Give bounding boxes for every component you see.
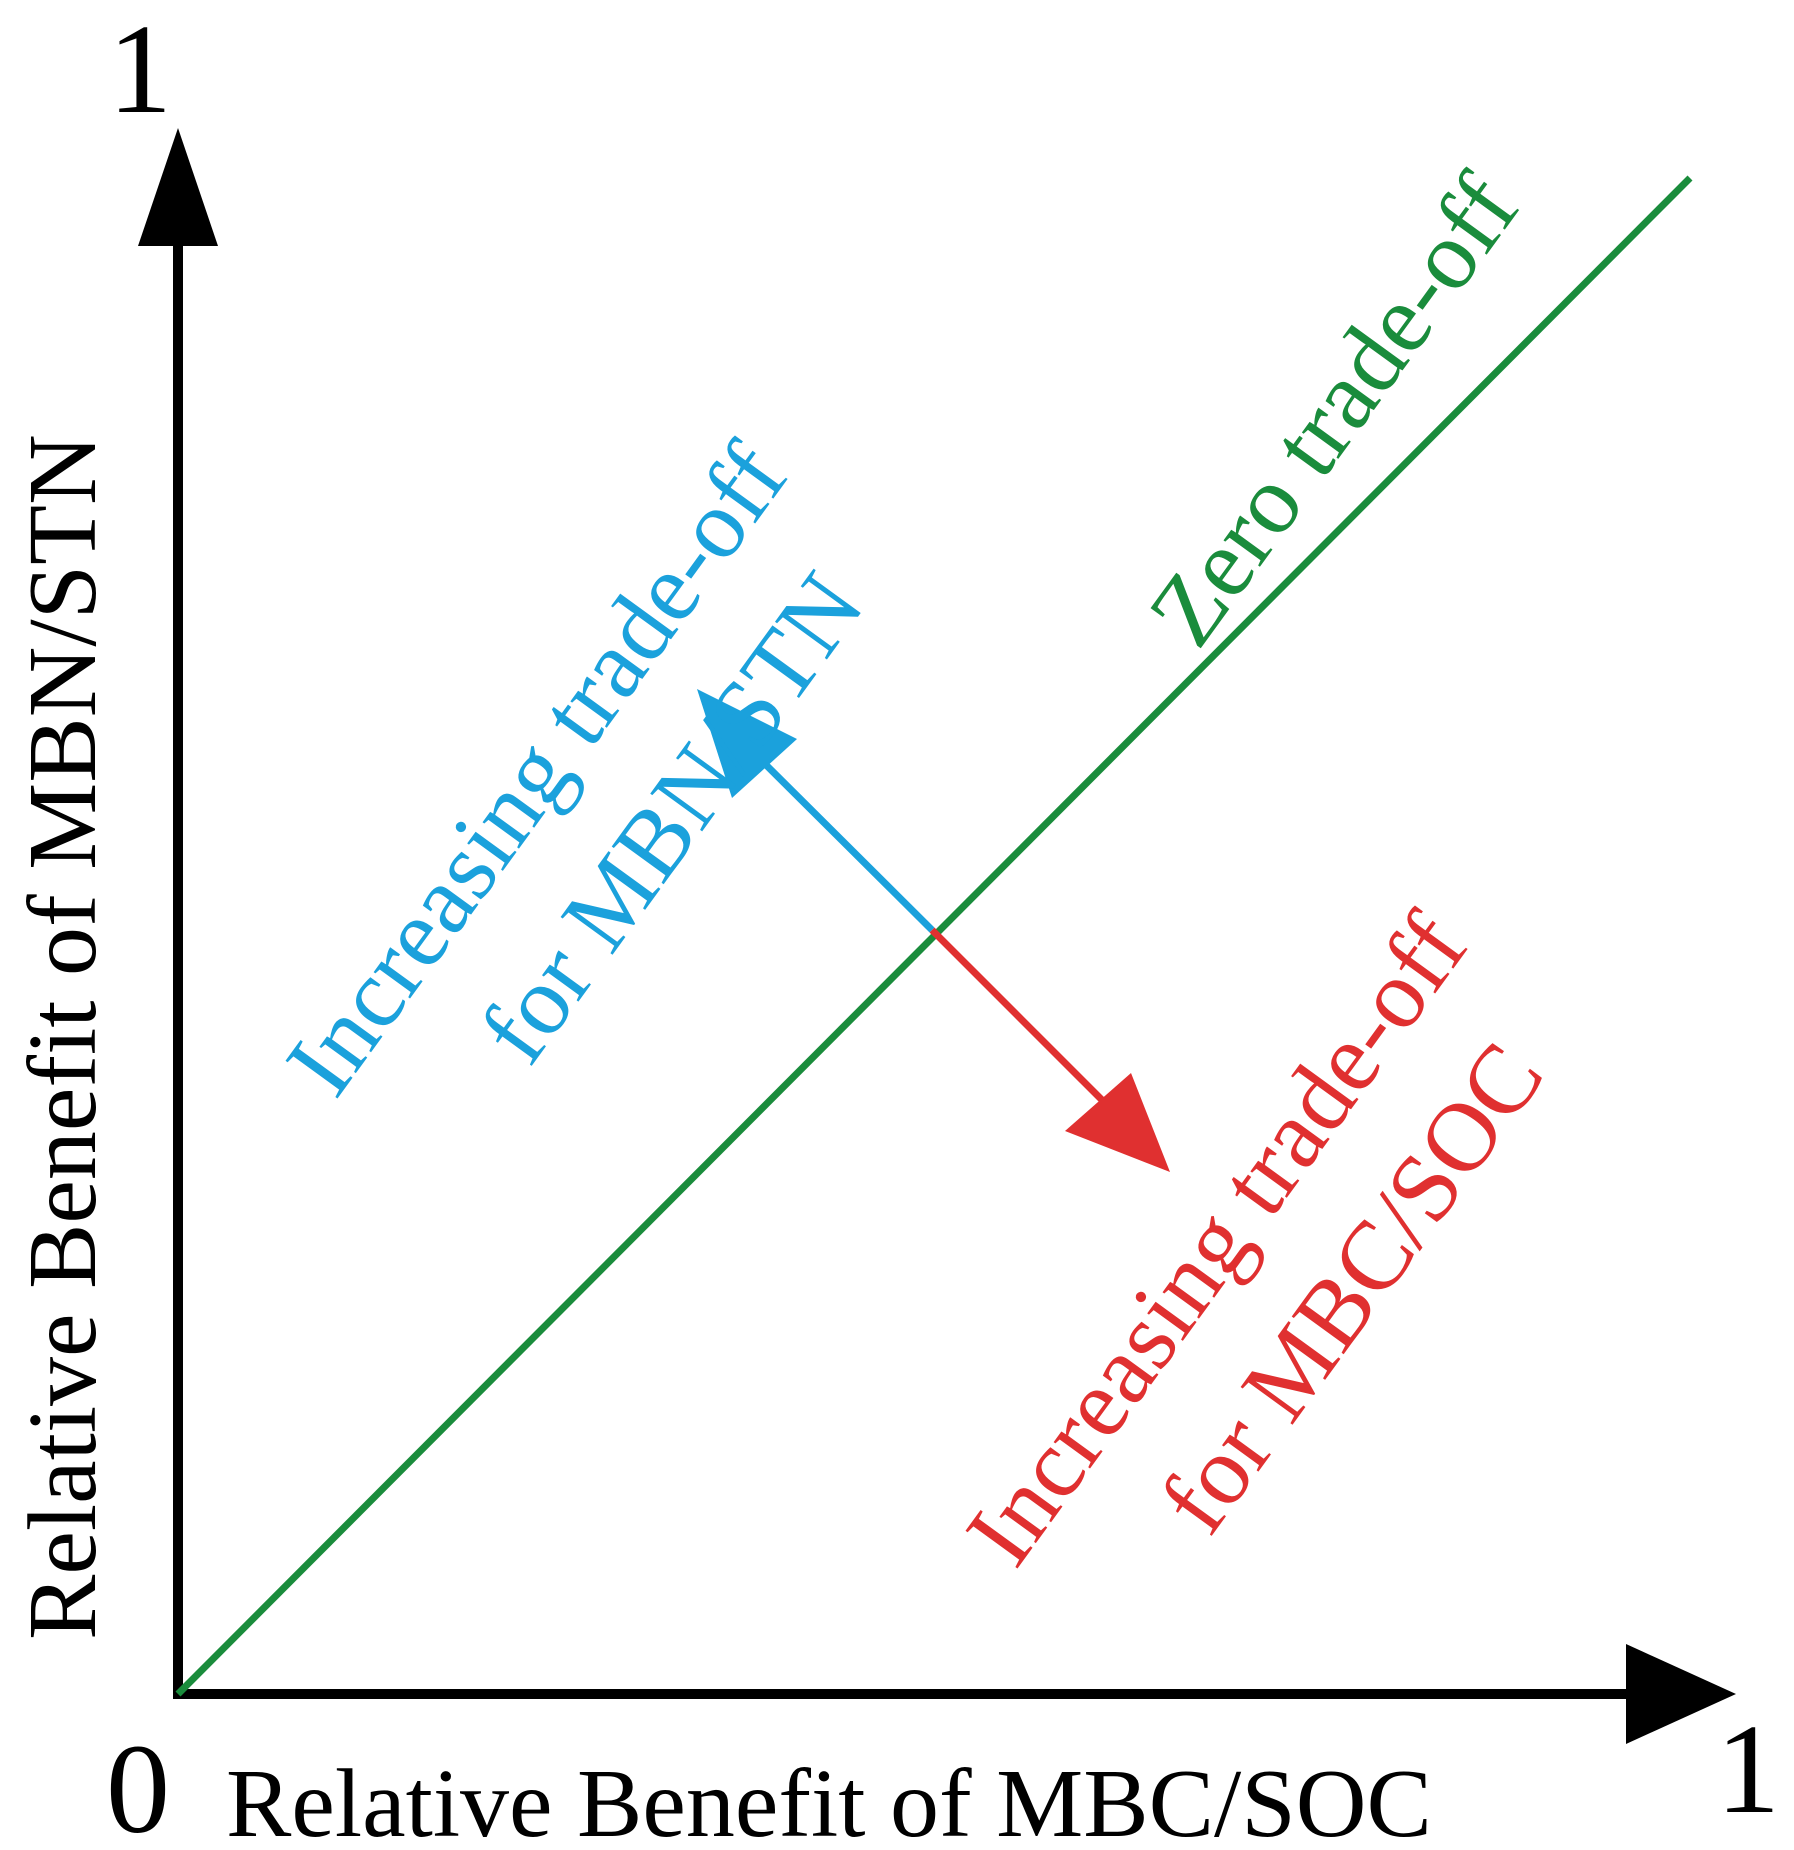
y-max-label: 1 [108, 0, 172, 140]
axes [138, 128, 1736, 1744]
x-max-label: 1 [1716, 1698, 1780, 1840]
mbc-tradeoff-arrow [929, 927, 1170, 1172]
mbn-tradeoff-arrow [697, 689, 935, 933]
y-axis-label: Relative Benefit of MBN/STN [9, 434, 117, 1640]
mbc-tradeoff-label: Increasing trade-off for MBC/SOC [946, 895, 1565, 1585]
origin-label: 0 [106, 1718, 170, 1850]
x-axis-arrowhead [1626, 1644, 1736, 1744]
mbn-arrow-head [697, 689, 797, 798]
mbn-arrow-shaft [745, 744, 935, 933]
mbc-arrow-shaft [929, 927, 1113, 1111]
y-axis-arrowhead [138, 128, 218, 246]
mbn-tradeoff-label: Increasing trade-off for MBN/STN [266, 425, 885, 1115]
mbc-arrow-head [1065, 1073, 1170, 1172]
x-axis-label: Relative Benefit of MBC/SOC [226, 1750, 1432, 1850]
zero-tradeoff-label: Zero trade-off [1128, 156, 1539, 665]
